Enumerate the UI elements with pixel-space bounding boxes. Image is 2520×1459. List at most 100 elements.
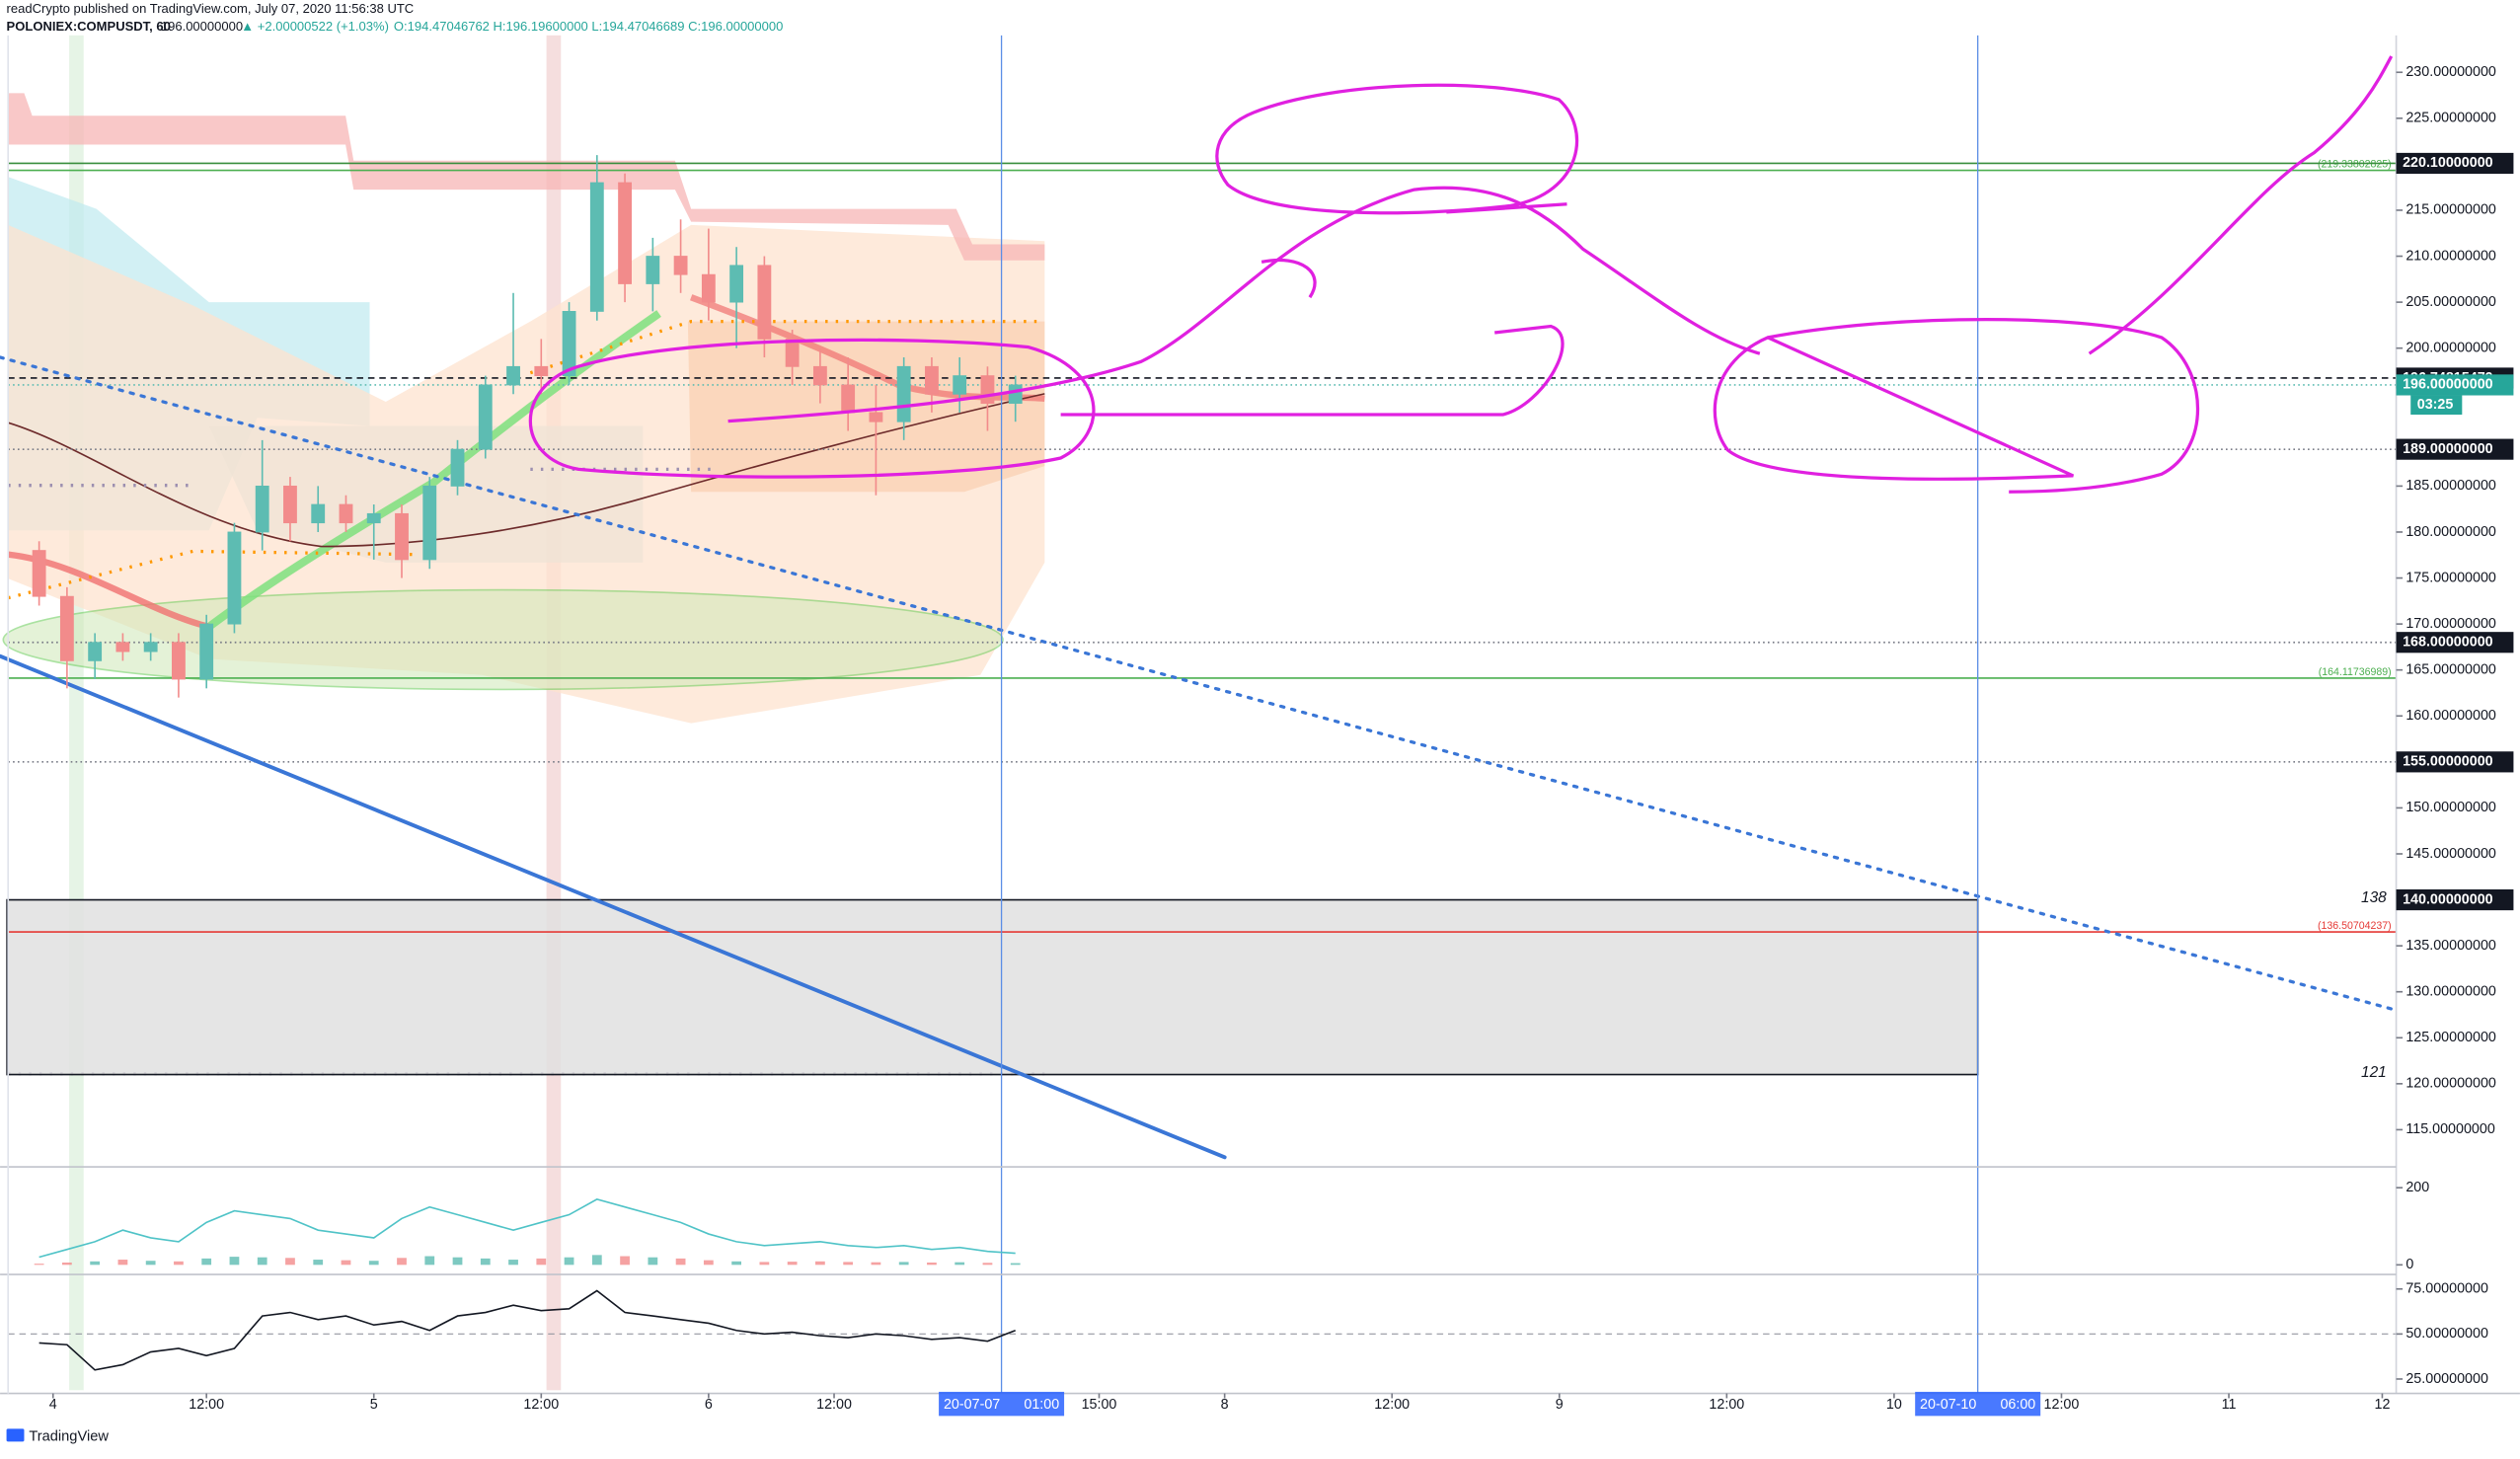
- ohlc: O:194.47046762 H:196.19600000 L:194.4704…: [394, 19, 783, 34]
- candle-body: [172, 642, 186, 680]
- osc-bar: [61, 1262, 72, 1266]
- osc-bar: [731, 1261, 742, 1266]
- y-tick-label: 120.00000000: [2405, 1076, 2496, 1092]
- x-tick-label: 12:00: [1709, 1397, 1744, 1413]
- candle-body: [812, 365, 827, 386]
- osc-bar: [508, 1260, 518, 1266]
- osc-bar: [117, 1260, 128, 1266]
- candle-body: [227, 531, 242, 625]
- y-tick-label: 150.00000000: [2405, 800, 2496, 815]
- osc-bar: [201, 1258, 212, 1266]
- osc-bar: [620, 1256, 630, 1266]
- candle-body: [32, 550, 46, 597]
- marker-date: 20-07-10: [1920, 1397, 1976, 1413]
- candle-body: [841, 384, 856, 414]
- y-tick-label: 170.00000000: [2405, 616, 2496, 632]
- note-label: (219.33802825): [2318, 159, 2392, 171]
- level-label: 155.00000000: [2403, 754, 2493, 770]
- level-badge: [2396, 888, 2514, 911]
- freehand-arrow: [727, 186, 1761, 423]
- candle-body: [59, 595, 74, 661]
- freehand-arrow: [1060, 258, 1565, 417]
- x-tick-label: 12:00: [2044, 1397, 2080, 1413]
- x-tick-label: 11: [2222, 1397, 2237, 1413]
- osc-bar: [368, 1261, 379, 1266]
- osc-bar: [536, 1258, 547, 1266]
- osc-bar: [257, 1257, 267, 1266]
- marker-date: 20-07-07: [944, 1397, 1000, 1413]
- osc-bar: [452, 1257, 463, 1266]
- osc-bar: [145, 1261, 156, 1266]
- y-tick-label: 205.00000000: [2405, 294, 2496, 310]
- osc-bar: [703, 1260, 714, 1266]
- candle-body: [143, 642, 158, 653]
- osc-bar: [871, 1262, 881, 1266]
- y-tick-label: 225.00000000: [2405, 111, 2496, 126]
- y-tick-label: 210.00000000: [2405, 248, 2496, 264]
- price-layer: 138 121 (219.33802825) (164.11736989) (136.5…: [0, 35, 2399, 1394]
- candle-body: [729, 265, 744, 303]
- last-price: 196.00000000: [161, 19, 243, 34]
- baseline: [7, 393, 1045, 548]
- candle-body: [980, 375, 995, 404]
- osc-bar: [90, 1261, 101, 1266]
- candle-body: [395, 512, 409, 561]
- level-label: 196.00000000: [2403, 377, 2493, 393]
- x-tick-label: 4: [49, 1397, 57, 1413]
- x-tick-label: 9: [1556, 1397, 1564, 1413]
- candle-body: [339, 503, 353, 524]
- osc-bar: [898, 1262, 909, 1266]
- level-badge: [2396, 438, 2514, 460]
- candle-body: [1008, 384, 1023, 404]
- candle-body: [757, 265, 772, 340]
- candle-body: [562, 311, 576, 377]
- osc-bar: [982, 1263, 993, 1266]
- change: ▲ +2.00000522 (+1.03%): [241, 19, 389, 34]
- candle-body: [701, 273, 716, 303]
- osc-bar: [759, 1262, 770, 1266]
- y-tick-label: 135.00000000: [2405, 938, 2496, 954]
- candle-body: [255, 485, 269, 533]
- level-badge: [2396, 632, 2514, 653]
- y-tick-label: 25.00000000: [2405, 1371, 2488, 1387]
- background-layer: [2, 35, 1045, 1391]
- price-axis-bg: [2396, 0, 2520, 1459]
- candle-body: [283, 485, 297, 524]
- candle-body: [953, 375, 967, 395]
- x-tick-label: 6: [705, 1397, 713, 1413]
- drawings: [528, 55, 2394, 494]
- candle-body: [534, 365, 549, 377]
- osc-bar: [648, 1257, 658, 1266]
- marker-badge: [939, 1391, 1065, 1417]
- symbol: POLONIEX:COMPUSDT, 60: [7, 19, 171, 34]
- y-tick-label: 0: [2405, 1257, 2413, 1272]
- osc-bar: [564, 1257, 574, 1266]
- candle-body: [589, 182, 604, 312]
- trendline: [0, 355, 2399, 1012]
- countdown: 03:25: [2417, 397, 2454, 413]
- candle-body: [199, 623, 214, 680]
- support-ellipse: [2, 588, 1004, 691]
- countdown-badge: [2410, 395, 2463, 416]
- osc-bar: [397, 1258, 407, 1266]
- candle-body: [618, 182, 632, 284]
- oscillator-line: [38, 1198, 1016, 1259]
- osc-bar: [229, 1257, 240, 1266]
- osc-bar: [424, 1256, 435, 1266]
- y-tick-label: 125.00000000: [2405, 1030, 2496, 1045]
- publisher: readCrypto published on TradingView.com,…: [7, 1, 415, 16]
- level-label: 189.00000000: [2403, 441, 2493, 457]
- osc-bar: [34, 1264, 44, 1266]
- marker-time: 01:00: [1024, 1397, 1059, 1413]
- x-tick-label: 12:00: [816, 1397, 852, 1413]
- level-label: 140.00000000: [2403, 891, 2493, 907]
- y-tick-label: 200.00000000: [2405, 340, 2496, 355]
- candle-body: [646, 256, 660, 284]
- candle-body: [366, 512, 381, 524]
- freehand-circle: [528, 338, 1096, 479]
- x-tick-label: 15:00: [1082, 1397, 1117, 1413]
- osc-bar: [480, 1258, 491, 1266]
- candle-body: [896, 365, 911, 422]
